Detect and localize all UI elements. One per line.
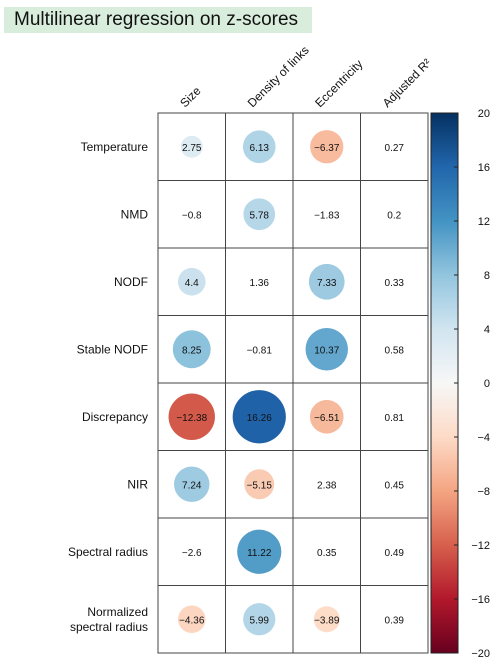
cell-value: −5.15 [247, 480, 273, 491]
row-label: Temperature [81, 140, 149, 154]
cell-value: −1.83 [314, 210, 340, 221]
colorbar-tick-label: 16 [478, 162, 490, 174]
colorbar-tick-label: 0 [484, 378, 490, 390]
cell-value: 7.24 [182, 480, 202, 491]
colorbar-tick-label: −20 [471, 648, 490, 660]
grid-cell [360, 315, 429, 384]
row-label: Spectral radius [68, 545, 148, 559]
row-label: NIR [127, 477, 148, 491]
column-label: Eccentricity [312, 57, 365, 110]
cell-value: 0.81 [385, 413, 405, 424]
cell-value: −6.51 [314, 413, 340, 424]
cell-circle [232, 390, 286, 444]
cell-value: 0.39 [385, 615, 405, 626]
column-label: Density of links [245, 43, 312, 110]
colorbar-tick-label: 8 [484, 270, 490, 282]
cell-circle [309, 399, 344, 434]
cell-value: −12.38 [176, 413, 207, 424]
cell-circle [242, 130, 276, 164]
cell-circle [308, 263, 345, 300]
colorbar-tick-label: −16 [471, 594, 490, 606]
cell-value: 6.13 [250, 143, 270, 154]
column-label: Size [177, 83, 204, 110]
grid-cell [360, 517, 429, 586]
cell-value: −0.8 [182, 210, 202, 221]
colorbar: 20 16 12 8 4 0 −4 −8 −12 −16 −20 [430, 108, 490, 660]
cell-value: 0.35 [317, 548, 337, 559]
cell-circle [305, 328, 348, 371]
colorbar-tick-label: 12 [478, 216, 490, 228]
cell-circle [310, 130, 344, 164]
row-label: Normalized [87, 605, 148, 619]
cell-value: −4.36 [179, 615, 205, 626]
cell-circle [177, 605, 206, 634]
grid-layer [157, 112, 429, 654]
cell-value: −3.89 [314, 615, 340, 626]
grid-cell [225, 315, 294, 384]
cell-value: 0.33 [385, 278, 405, 289]
cell-value: 5.78 [250, 210, 270, 221]
cell-circle [244, 469, 275, 500]
cell-circle [177, 267, 206, 296]
grid-cell [360, 382, 429, 451]
cell-value: 16.26 [247, 413, 272, 424]
cell-circle [243, 603, 276, 636]
chart-title: Multilinear regression on z-scores [14, 9, 299, 30]
cell-value: 10.37 [314, 345, 339, 356]
cell-value: 5.99 [250, 615, 270, 626]
grid-cell [292, 517, 361, 586]
colorbar-tick-label: −8 [477, 486, 490, 498]
cell-value: 4.4 [185, 278, 199, 289]
colorbar-gradient [430, 112, 459, 654]
circle-layer [168, 130, 348, 636]
grid-cell [360, 247, 429, 316]
cell-value: 8.25 [182, 345, 202, 356]
cell-value: −0.81 [247, 345, 273, 356]
grid-cell [360, 450, 429, 519]
cell-value: −2.6 [182, 548, 202, 559]
cell-circle [168, 393, 215, 440]
cell-circle [180, 135, 203, 158]
cell-value: 0.58 [385, 345, 405, 356]
colorbar-tick-label: 20 [478, 108, 490, 120]
cell-value: 0.49 [385, 548, 405, 559]
cell-circle [237, 529, 282, 574]
colorbar-tick-label: 4 [484, 324, 490, 336]
row-label: Discrepancy [82, 410, 148, 424]
title-box: Multilinear regression on z-scores [4, 7, 312, 33]
row-label: spectral radius [70, 620, 148, 634]
cell-value: 1.36 [250, 278, 270, 289]
cell-value: 0.45 [385, 480, 405, 491]
cell-circle [313, 606, 340, 633]
grid-cell [157, 517, 226, 586]
grid-cell [225, 247, 294, 316]
column-labels: Size Density of links Eccentricity Adjusted… [177, 43, 434, 110]
cell-value: 2.75 [182, 143, 202, 154]
grid-cell [292, 180, 361, 249]
cell-value: 0.2 [387, 210, 401, 221]
row-labels: Temperature NMD NODF Stable NODF Discrepancy… [68, 140, 148, 634]
cell-value: −6.37 [314, 143, 340, 154]
grid-cell [360, 180, 429, 249]
colorbar-tick-label: −12 [471, 540, 490, 552]
cell-circle [172, 330, 211, 369]
cell-value: 7.33 [317, 278, 337, 289]
grid-cell [360, 585, 429, 654]
cell-value: 0.27 [385, 143, 405, 154]
row-label: NODF [114, 275, 148, 289]
column-label: Adjusted R² [380, 56, 434, 110]
cell-circle [174, 466, 210, 502]
cell-value: 2.38 [317, 480, 337, 491]
grid-cell [292, 450, 361, 519]
cell-circle [243, 198, 276, 231]
colorbar-tick-label: −4 [477, 432, 490, 444]
row-label: Stable NODF [77, 342, 148, 356]
value-layer: 2.75 6.13 −6.37 0.27 −0.8 5.78 −1.83 0.2 4.4 1.36… [176, 143, 404, 627]
row-label: NMD [121, 207, 149, 221]
cell-value: 11.22 [247, 548, 272, 559]
